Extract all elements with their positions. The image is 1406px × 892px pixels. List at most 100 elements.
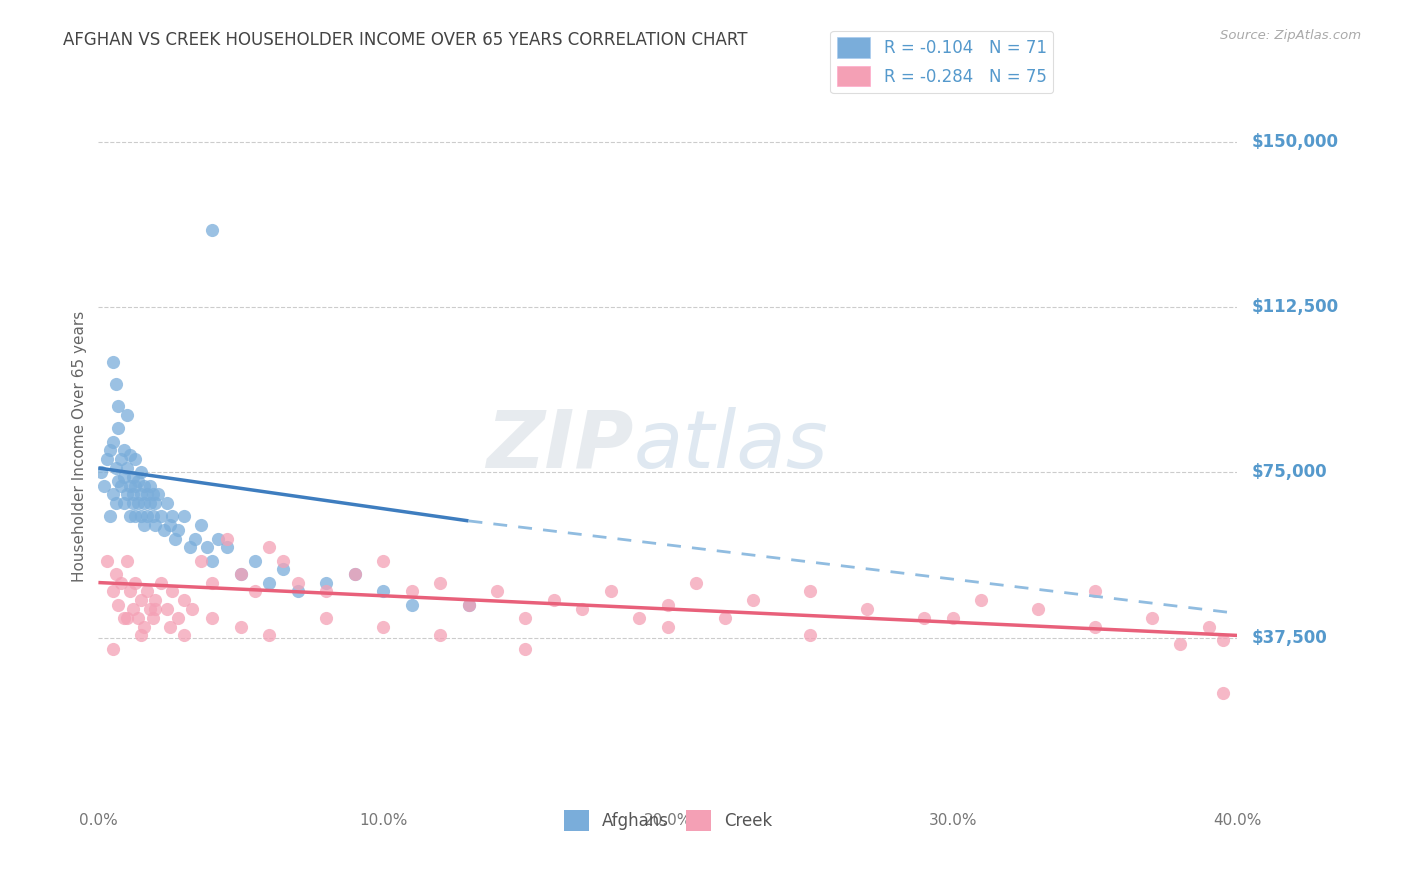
Point — [132, 518, 155, 533]
Point — [135, 487, 157, 501]
Point — [173, 628, 195, 642]
Point — [628, 611, 651, 625]
Point — [515, 641, 537, 656]
Point — [118, 478, 141, 492]
Point — [110, 575, 132, 590]
Point — [315, 611, 337, 625]
Point — [287, 575, 309, 590]
Point — [101, 355, 124, 369]
Y-axis label: Householder Income Over 65 years: Householder Income Over 65 years — [72, 310, 87, 582]
Point — [273, 553, 295, 567]
Point — [173, 509, 195, 524]
Point — [112, 470, 135, 484]
Point — [970, 593, 993, 607]
Point — [856, 602, 879, 616]
Point — [98, 509, 121, 524]
Point — [179, 541, 201, 555]
Point — [657, 619, 679, 633]
Point — [129, 509, 152, 524]
Point — [215, 532, 238, 546]
Point — [156, 602, 179, 616]
Point — [457, 598, 479, 612]
Point — [159, 619, 181, 633]
Point — [112, 611, 135, 625]
Point — [132, 496, 155, 510]
Text: $75,000: $75,000 — [1251, 464, 1327, 482]
Point — [165, 532, 187, 546]
Point — [132, 619, 155, 633]
Text: $37,500: $37,500 — [1251, 629, 1327, 647]
Point — [201, 611, 224, 625]
Legend: Afghans, Creek: Afghans, Creek — [557, 804, 779, 838]
Point — [156, 496, 179, 510]
Point — [115, 408, 138, 422]
Point — [259, 541, 281, 555]
Point — [118, 509, 141, 524]
Text: atlas: atlas — [634, 407, 828, 485]
Point — [115, 553, 138, 567]
Point — [124, 478, 146, 492]
Point — [429, 628, 451, 642]
Point — [1212, 632, 1234, 647]
Point — [98, 443, 121, 458]
Point — [145, 602, 167, 616]
Point — [315, 575, 337, 590]
Point — [129, 593, 152, 607]
Point — [145, 518, 167, 533]
Point — [201, 575, 224, 590]
Text: ZIP: ZIP — [486, 407, 634, 485]
Point — [373, 619, 395, 633]
Point — [1198, 619, 1220, 633]
Point — [107, 400, 129, 414]
Point — [129, 628, 152, 642]
Point — [145, 593, 167, 607]
Point — [1170, 637, 1192, 651]
Point — [190, 518, 212, 533]
Point — [124, 509, 146, 524]
Point — [373, 553, 395, 567]
Point — [259, 575, 281, 590]
Point — [167, 611, 190, 625]
Point — [121, 602, 143, 616]
Point — [657, 598, 679, 612]
Point — [229, 566, 252, 581]
Point — [167, 523, 190, 537]
Point — [181, 602, 204, 616]
Point — [150, 575, 173, 590]
Point — [118, 584, 141, 599]
Point — [104, 566, 127, 581]
Point — [207, 532, 229, 546]
Point — [287, 584, 309, 599]
Point — [148, 487, 170, 501]
Point — [124, 575, 146, 590]
Point — [115, 461, 138, 475]
Point — [1212, 686, 1234, 700]
Point — [401, 598, 423, 612]
Point — [127, 611, 149, 625]
Point — [742, 593, 765, 607]
Point — [101, 641, 124, 656]
Point — [543, 593, 565, 607]
Point — [121, 496, 143, 510]
Point — [104, 496, 127, 510]
Point — [93, 478, 115, 492]
Point — [343, 566, 366, 581]
Text: Source: ZipAtlas.com: Source: ZipAtlas.com — [1220, 29, 1361, 42]
Point — [107, 421, 129, 435]
Point — [201, 223, 224, 237]
Point — [162, 509, 184, 524]
Point — [129, 487, 152, 501]
Point — [96, 452, 118, 467]
Point — [135, 509, 157, 524]
Point — [127, 475, 149, 489]
Point — [714, 611, 737, 625]
Point — [229, 619, 252, 633]
Point — [515, 611, 537, 625]
Point — [273, 562, 295, 576]
Point — [201, 553, 224, 567]
Point — [101, 487, 124, 501]
Point — [150, 509, 173, 524]
Point — [138, 602, 160, 616]
Point — [112, 496, 135, 510]
Point — [259, 628, 281, 642]
